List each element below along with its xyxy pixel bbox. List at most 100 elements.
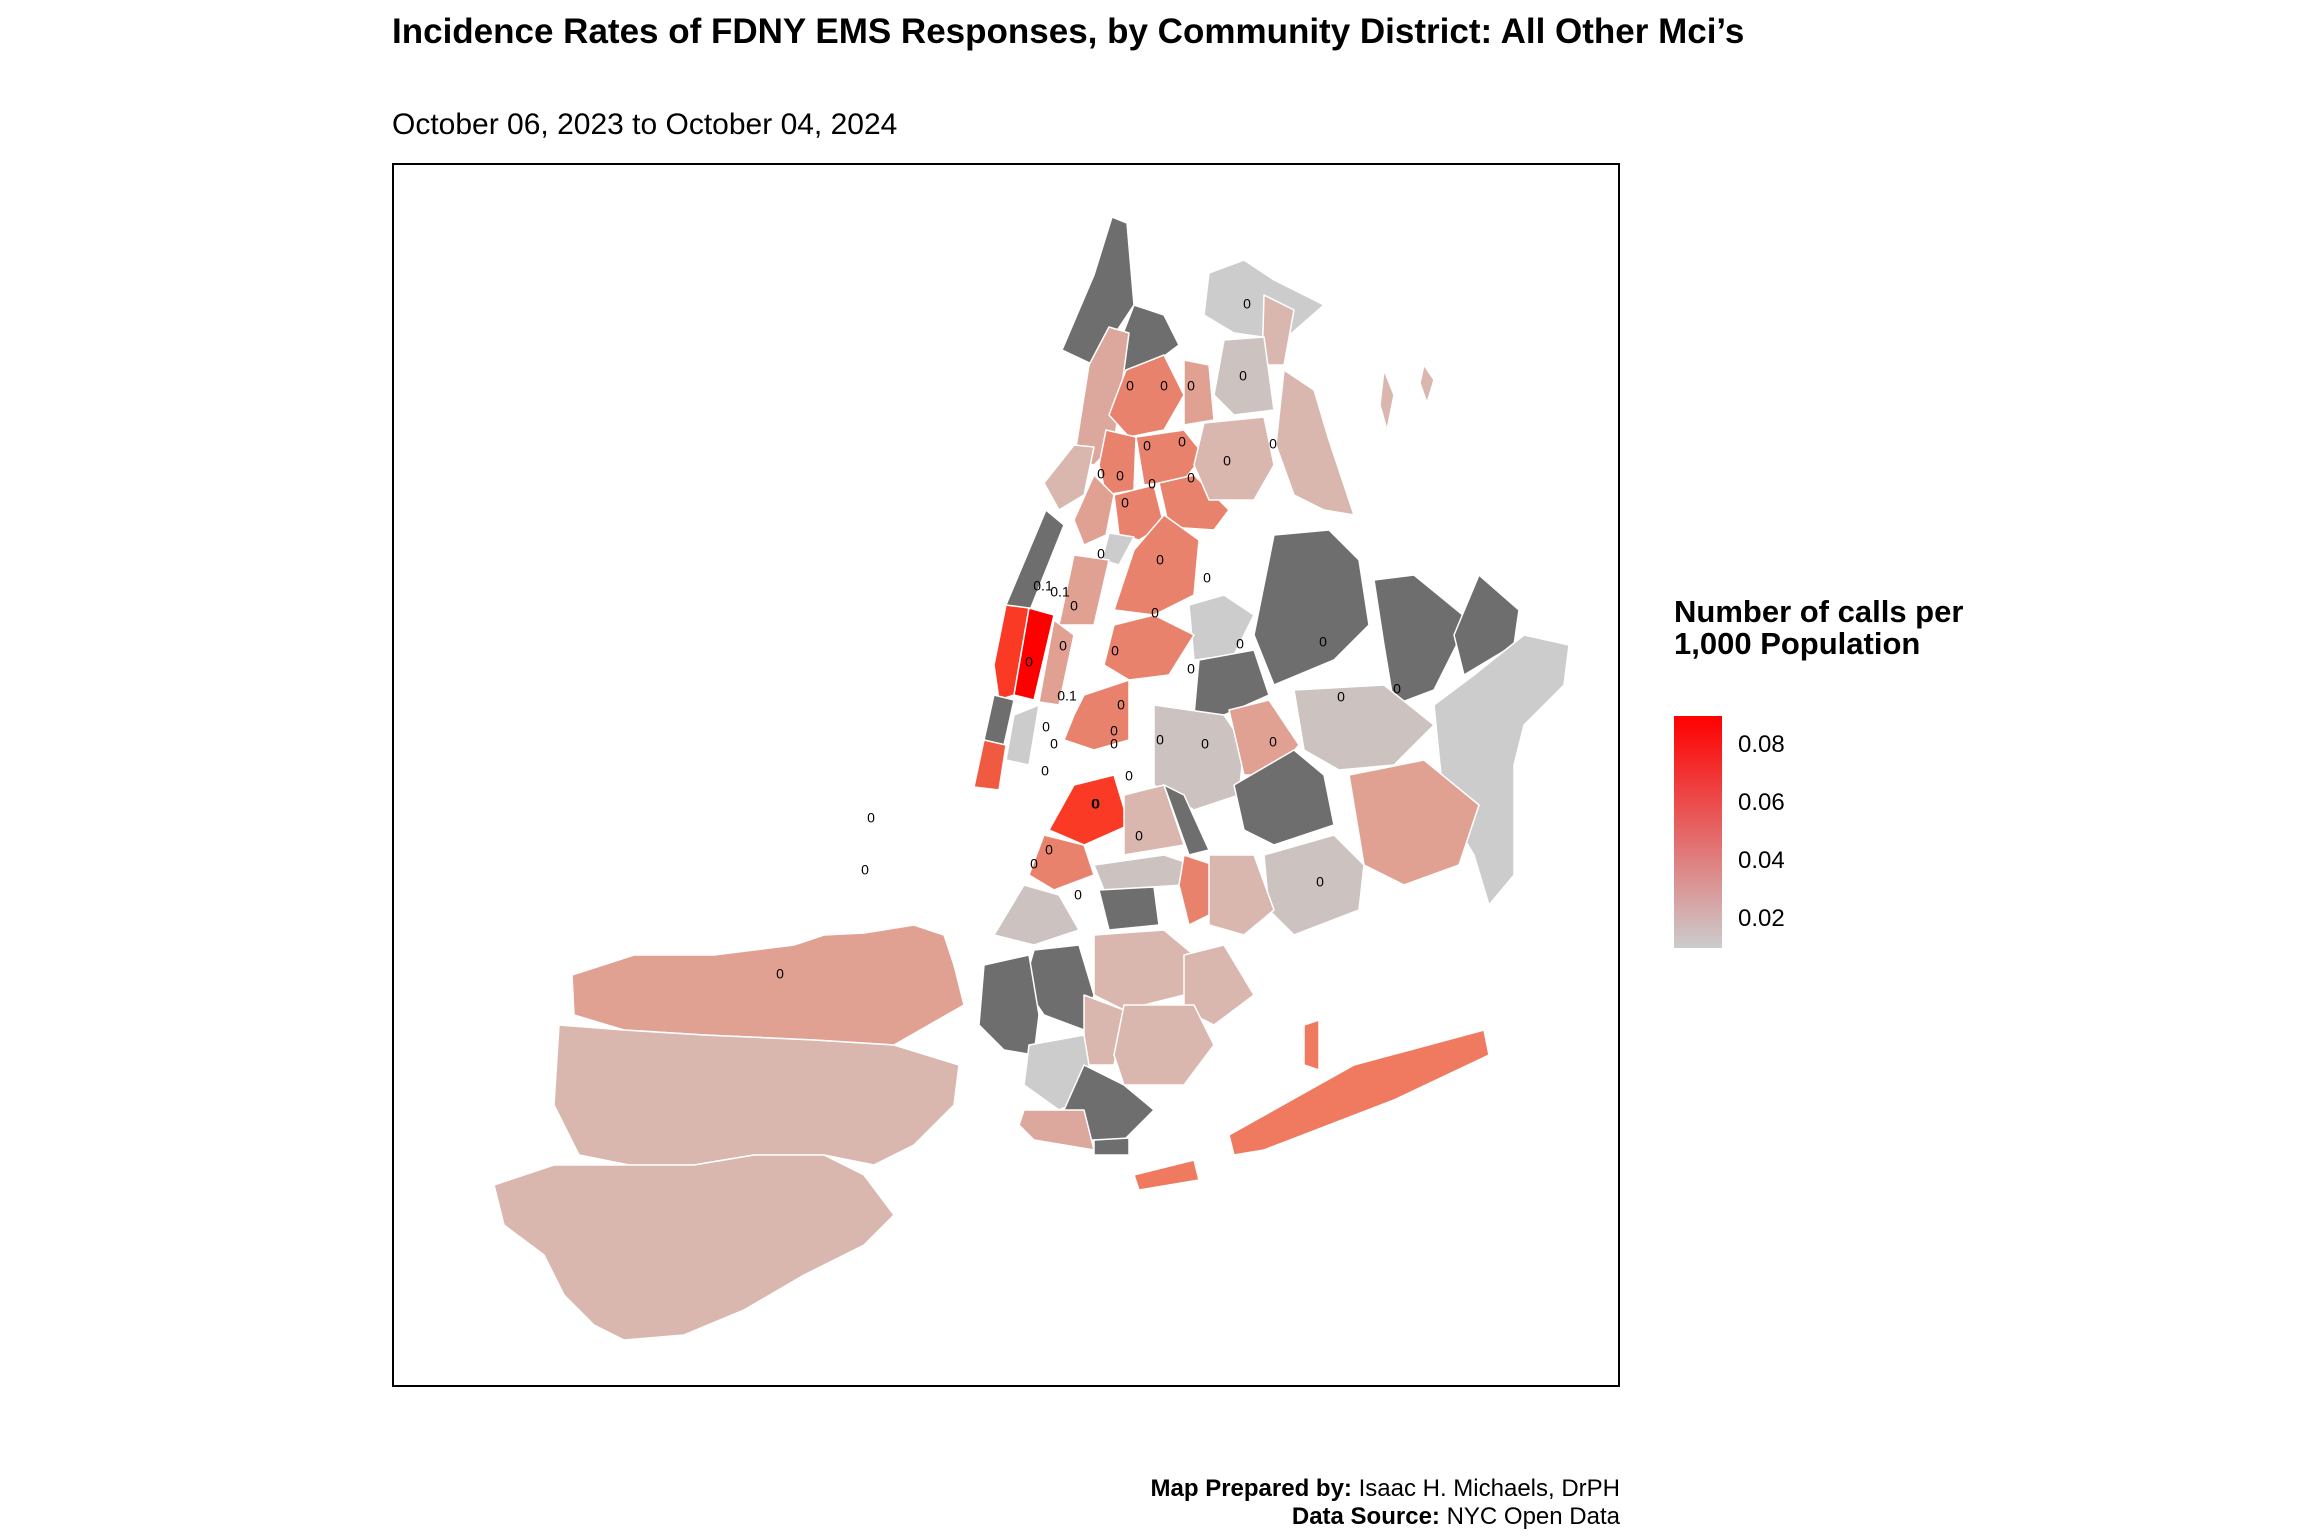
legend-colorbar	[1674, 716, 1722, 948]
district-label: 0	[1097, 466, 1105, 482]
district-labels: 0 0 0 0 0 0 0 0 0 0 0 0 0 0 0 0 0.1 0.1 …	[776, 296, 1401, 982]
district-label: 0	[1156, 732, 1164, 748]
district-region	[1073, 474, 1115, 546]
map-panel: 0 0 0 0 0 0 0 0 0 0 0 0 0 0 0 0 0.1 0.1 …	[392, 163, 1620, 1387]
district-region	[1188, 594, 1255, 661]
district-region	[1073, 326, 1130, 466]
district-region	[1123, 784, 1185, 856]
district-region	[1098, 886, 1160, 931]
nyc-choropleth-map: 0 0 0 0 0 0 0 0 0 0 0 0 0 0 0 0 0.1 0.1 …	[493, 216, 1570, 1341]
district-label: 0	[1236, 636, 1244, 652]
credit-prepared-label: Map Prepared by:	[1150, 1475, 1352, 1502]
district-region	[1103, 614, 1195, 681]
legend-tick	[1722, 802, 1730, 804]
district-label: 0	[1156, 552, 1164, 568]
district-region	[1135, 429, 1205, 486]
legend-body: 0.08 0.06 0.04 0.02	[1674, 716, 1994, 956]
district-region	[1038, 619, 1075, 706]
district-region	[1113, 1004, 1215, 1086]
district-label: 0.1	[1057, 688, 1077, 704]
district-label: 0	[1097, 546, 1105, 562]
district-label: 0	[1160, 378, 1168, 394]
district-label: 0	[776, 966, 784, 982]
district-region	[553, 1024, 960, 1166]
district-region	[1028, 834, 1095, 891]
district-region	[1183, 359, 1215, 426]
district-label: 0	[1070, 598, 1078, 614]
legend-tick	[1722, 744, 1730, 746]
district-region	[1228, 1029, 1490, 1156]
district-region	[1453, 574, 1520, 676]
credits: Map Prepared by: Isaac H. Michaels, DrPH…	[1151, 1475, 1620, 1531]
legend: Number of calls per 1,000 Population 0.0…	[1674, 596, 1994, 948]
credit-source-value: NYC Open Data	[1446, 1503, 1620, 1530]
district-region	[1253, 529, 1370, 686]
district-label: 0	[1050, 736, 1058, 752]
district-region	[1163, 784, 1210, 856]
district-region	[1193, 416, 1275, 501]
district-label: 0	[1269, 436, 1277, 452]
district-region	[1379, 369, 1395, 431]
district-region	[1058, 554, 1110, 626]
district-region	[993, 884, 1080, 946]
district-label: 0	[1091, 796, 1099, 812]
district-region	[1419, 364, 1435, 404]
district-region	[1093, 1137, 1130, 1156]
district-label: 0	[1135, 828, 1143, 844]
district-region	[1293, 684, 1435, 771]
district-region	[1133, 1159, 1200, 1191]
district-label: 0	[1059, 638, 1067, 654]
district-label: 0	[1042, 719, 1050, 735]
district-region	[1113, 514, 1200, 616]
district-region	[1013, 607, 1055, 701]
district-label: 0	[1030, 856, 1038, 872]
credit-prepared-value: Isaac H. Michaels, DrPH	[1358, 1475, 1620, 1502]
district-region	[1208, 854, 1275, 936]
legend-tick-label: 0.06	[1738, 789, 1785, 816]
district-region	[493, 1154, 895, 1341]
map-title: Incidence Rates of FDNY EMS Responses, b…	[392, 12, 1745, 51]
district-label: 0	[1025, 654, 1033, 670]
legend-tick-label: 0.04	[1738, 847, 1785, 874]
district-label: 0	[1269, 734, 1277, 750]
district-region	[1303, 1019, 1320, 1071]
district-region	[978, 954, 1040, 1056]
credit-source: Data Source: NYC Open Data	[1151, 1503, 1620, 1531]
district-label: 0	[1187, 661, 1195, 677]
district-label: 0	[1143, 438, 1151, 454]
district-region	[1108, 354, 1185, 438]
map-subtitle: October 06, 2023 to October 04, 2024	[392, 108, 898, 141]
district-label: 0	[1074, 887, 1082, 903]
credit-source-label: Data Source:	[1291, 1503, 1440, 1530]
district-label: 0	[1117, 697, 1125, 713]
district-label: 0	[1239, 368, 1247, 384]
district-label: 0	[1041, 763, 1049, 779]
district-label: 0	[1110, 723, 1118, 739]
district-label: 0	[1243, 296, 1251, 312]
district-label: 0	[1126, 378, 1134, 394]
district-label: 0	[1393, 681, 1401, 697]
district-label: 0	[1111, 643, 1119, 659]
district-label: 0	[1092, 796, 1100, 812]
district-region	[1063, 679, 1130, 751]
district-label: 0	[1187, 470, 1195, 486]
district-region	[1043, 444, 1095, 511]
district-label: 0.1	[1033, 578, 1053, 594]
district-region	[1093, 929, 1195, 1011]
district-label: 0	[1316, 874, 1324, 890]
district-label: 0	[1151, 605, 1159, 621]
district-label: 0	[1148, 476, 1156, 492]
district-region	[1275, 369, 1355, 516]
district-label: 0	[1201, 736, 1209, 752]
district-region	[1101, 532, 1135, 566]
district-region	[571, 924, 965, 1046]
district-label: 0	[1116, 468, 1124, 484]
legend-tick	[1722, 860, 1730, 862]
district-region	[1373, 574, 1470, 706]
legend-tick-label: 0.08	[1738, 731, 1785, 758]
district-label: 0	[1223, 453, 1231, 469]
district-label: 0	[861, 862, 869, 878]
district-region	[1018, 1109, 1095, 1151]
district-region	[973, 739, 1007, 791]
district-label: 0	[1045, 842, 1053, 858]
